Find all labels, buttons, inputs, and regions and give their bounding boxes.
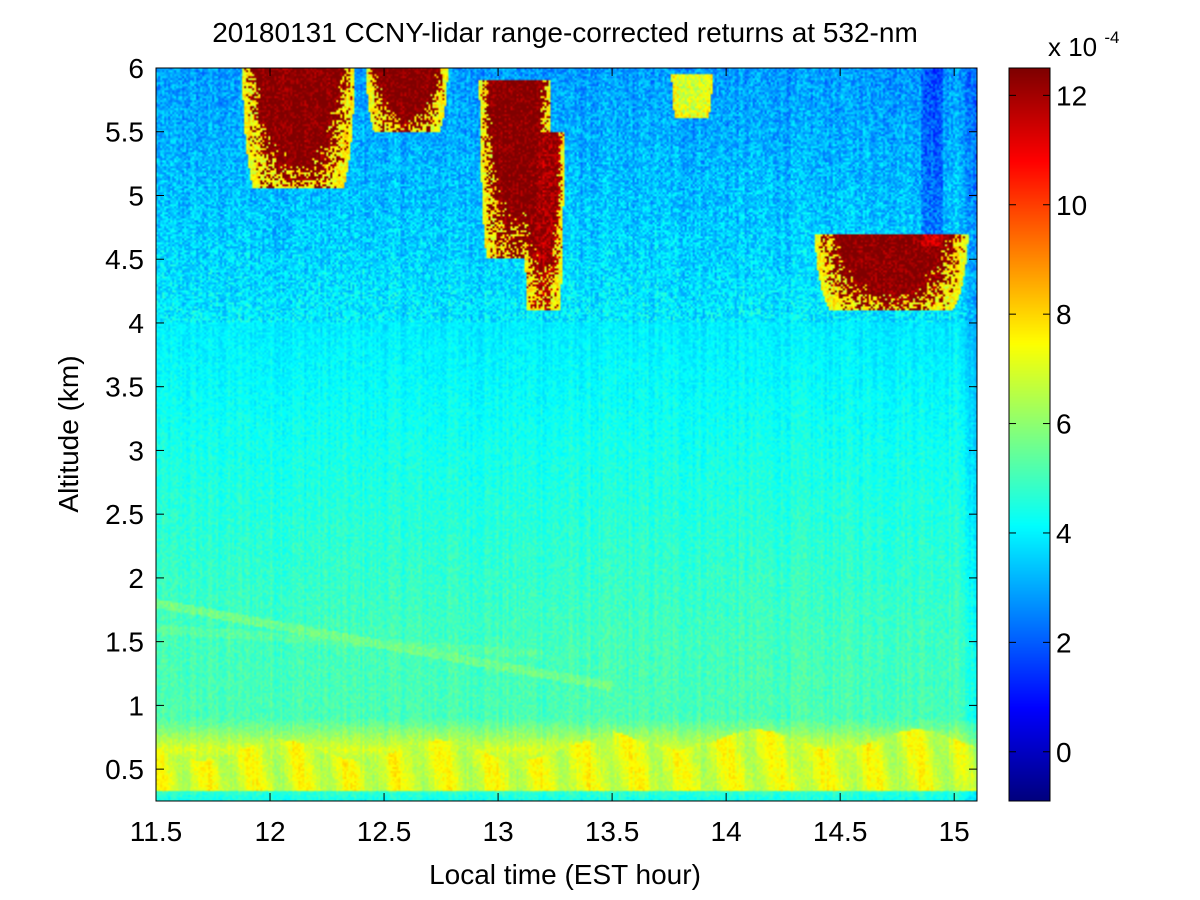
y-tick-label: 6 — [128, 53, 144, 84]
chart-title: 20180131 CCNY-lidar range-corrected retu… — [212, 17, 918, 48]
colorbar-tick-label: 4 — [1056, 518, 1072, 549]
y-axis: 0.5 1 1.5 2 2.5 3 3.5 4 4.5 5 5.5 6 — [105, 53, 977, 785]
x-tick-label: 13 — [483, 816, 514, 847]
colorbar-tick-label: 12 — [1056, 80, 1087, 111]
y-tick-label: 5 — [128, 180, 144, 211]
x-tick-label: 13.5 — [585, 816, 640, 847]
y-tick-label: 0.5 — [105, 754, 144, 785]
x-tick-label: 14.5 — [813, 816, 868, 847]
y-tick-label: 4 — [128, 308, 144, 339]
x-axis-label: Local time (EST hour) — [429, 859, 701, 890]
colorbar-frame — [1008, 67, 1051, 802]
x-tick-label: 12.5 — [357, 816, 412, 847]
y-axis-label: Altitude (km) — [53, 355, 84, 512]
y-tick-label: 4.5 — [105, 244, 144, 275]
y-tick-label: 5.5 — [105, 117, 144, 148]
colorbar: 0 2 4 6 8 10 12 x 10 -4 — [1008, 28, 1120, 802]
colorbar-tick-label: 6 — [1056, 409, 1072, 440]
colorbar-multiplier: x 10 -4 — [1048, 28, 1120, 62]
colorbar-tick-label: 8 — [1056, 299, 1072, 330]
colorbar-tick-label: 0 — [1056, 737, 1072, 768]
colorbar-multiplier-base: x 10 — [1048, 32, 1097, 62]
y-tick-label: 3.5 — [105, 372, 144, 403]
y-tick-label: 2 — [128, 563, 144, 594]
plot-frame — [155, 67, 978, 802]
x-tick-label: 15 — [939, 816, 970, 847]
heatmap-image — [156, 68, 977, 801]
colorbar-tick-label: 10 — [1056, 190, 1087, 221]
y-tick-label: 3 — [128, 435, 144, 466]
colorbar-axis: 0 2 4 6 8 10 12 — [1009, 80, 1087, 768]
x-tick-label: 11.5 — [130, 816, 182, 847]
y-tick-label: 1 — [128, 690, 144, 721]
colorbar-gradient — [1009, 68, 1050, 801]
x-tick-label: 14 — [711, 816, 742, 847]
plot-area: 11.5 12 12.5 13 13.5 14 14.5 15 0.511.522.533.5… — [105, 53, 978, 847]
x-axis: 11.5 12 12.5 13 13.5 14 14.5 15 — [130, 68, 970, 847]
colorbar-tick-label: 2 — [1056, 627, 1072, 658]
x-tick-label: 12 — [254, 816, 285, 847]
colorbar-multiplier-exponent: -4 — [1104, 28, 1119, 47]
y-tick-label: 2.5 — [105, 499, 144, 530]
y-tick-label: 1.5 — [105, 627, 144, 658]
